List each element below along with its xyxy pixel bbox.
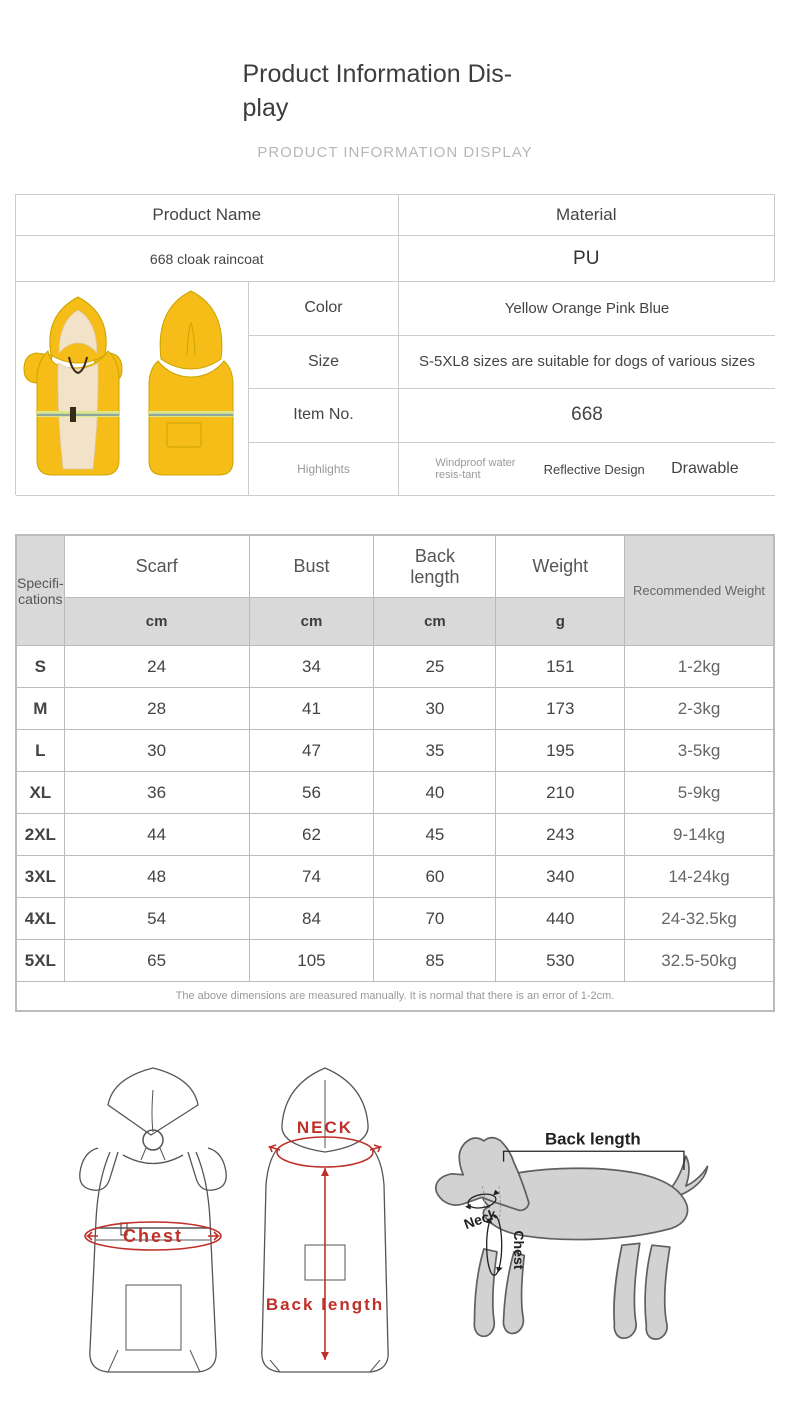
- svg-text:Back length: Back length: [545, 1130, 641, 1149]
- svg-text:Neck: Neck: [462, 1206, 499, 1233]
- svg-text:Back length: Back length: [266, 1295, 384, 1314]
- svg-text:NECK: NECK: [297, 1118, 353, 1137]
- svg-text:Chest: Chest: [123, 1226, 183, 1246]
- svg-text:Chest: Chest: [511, 1230, 527, 1269]
